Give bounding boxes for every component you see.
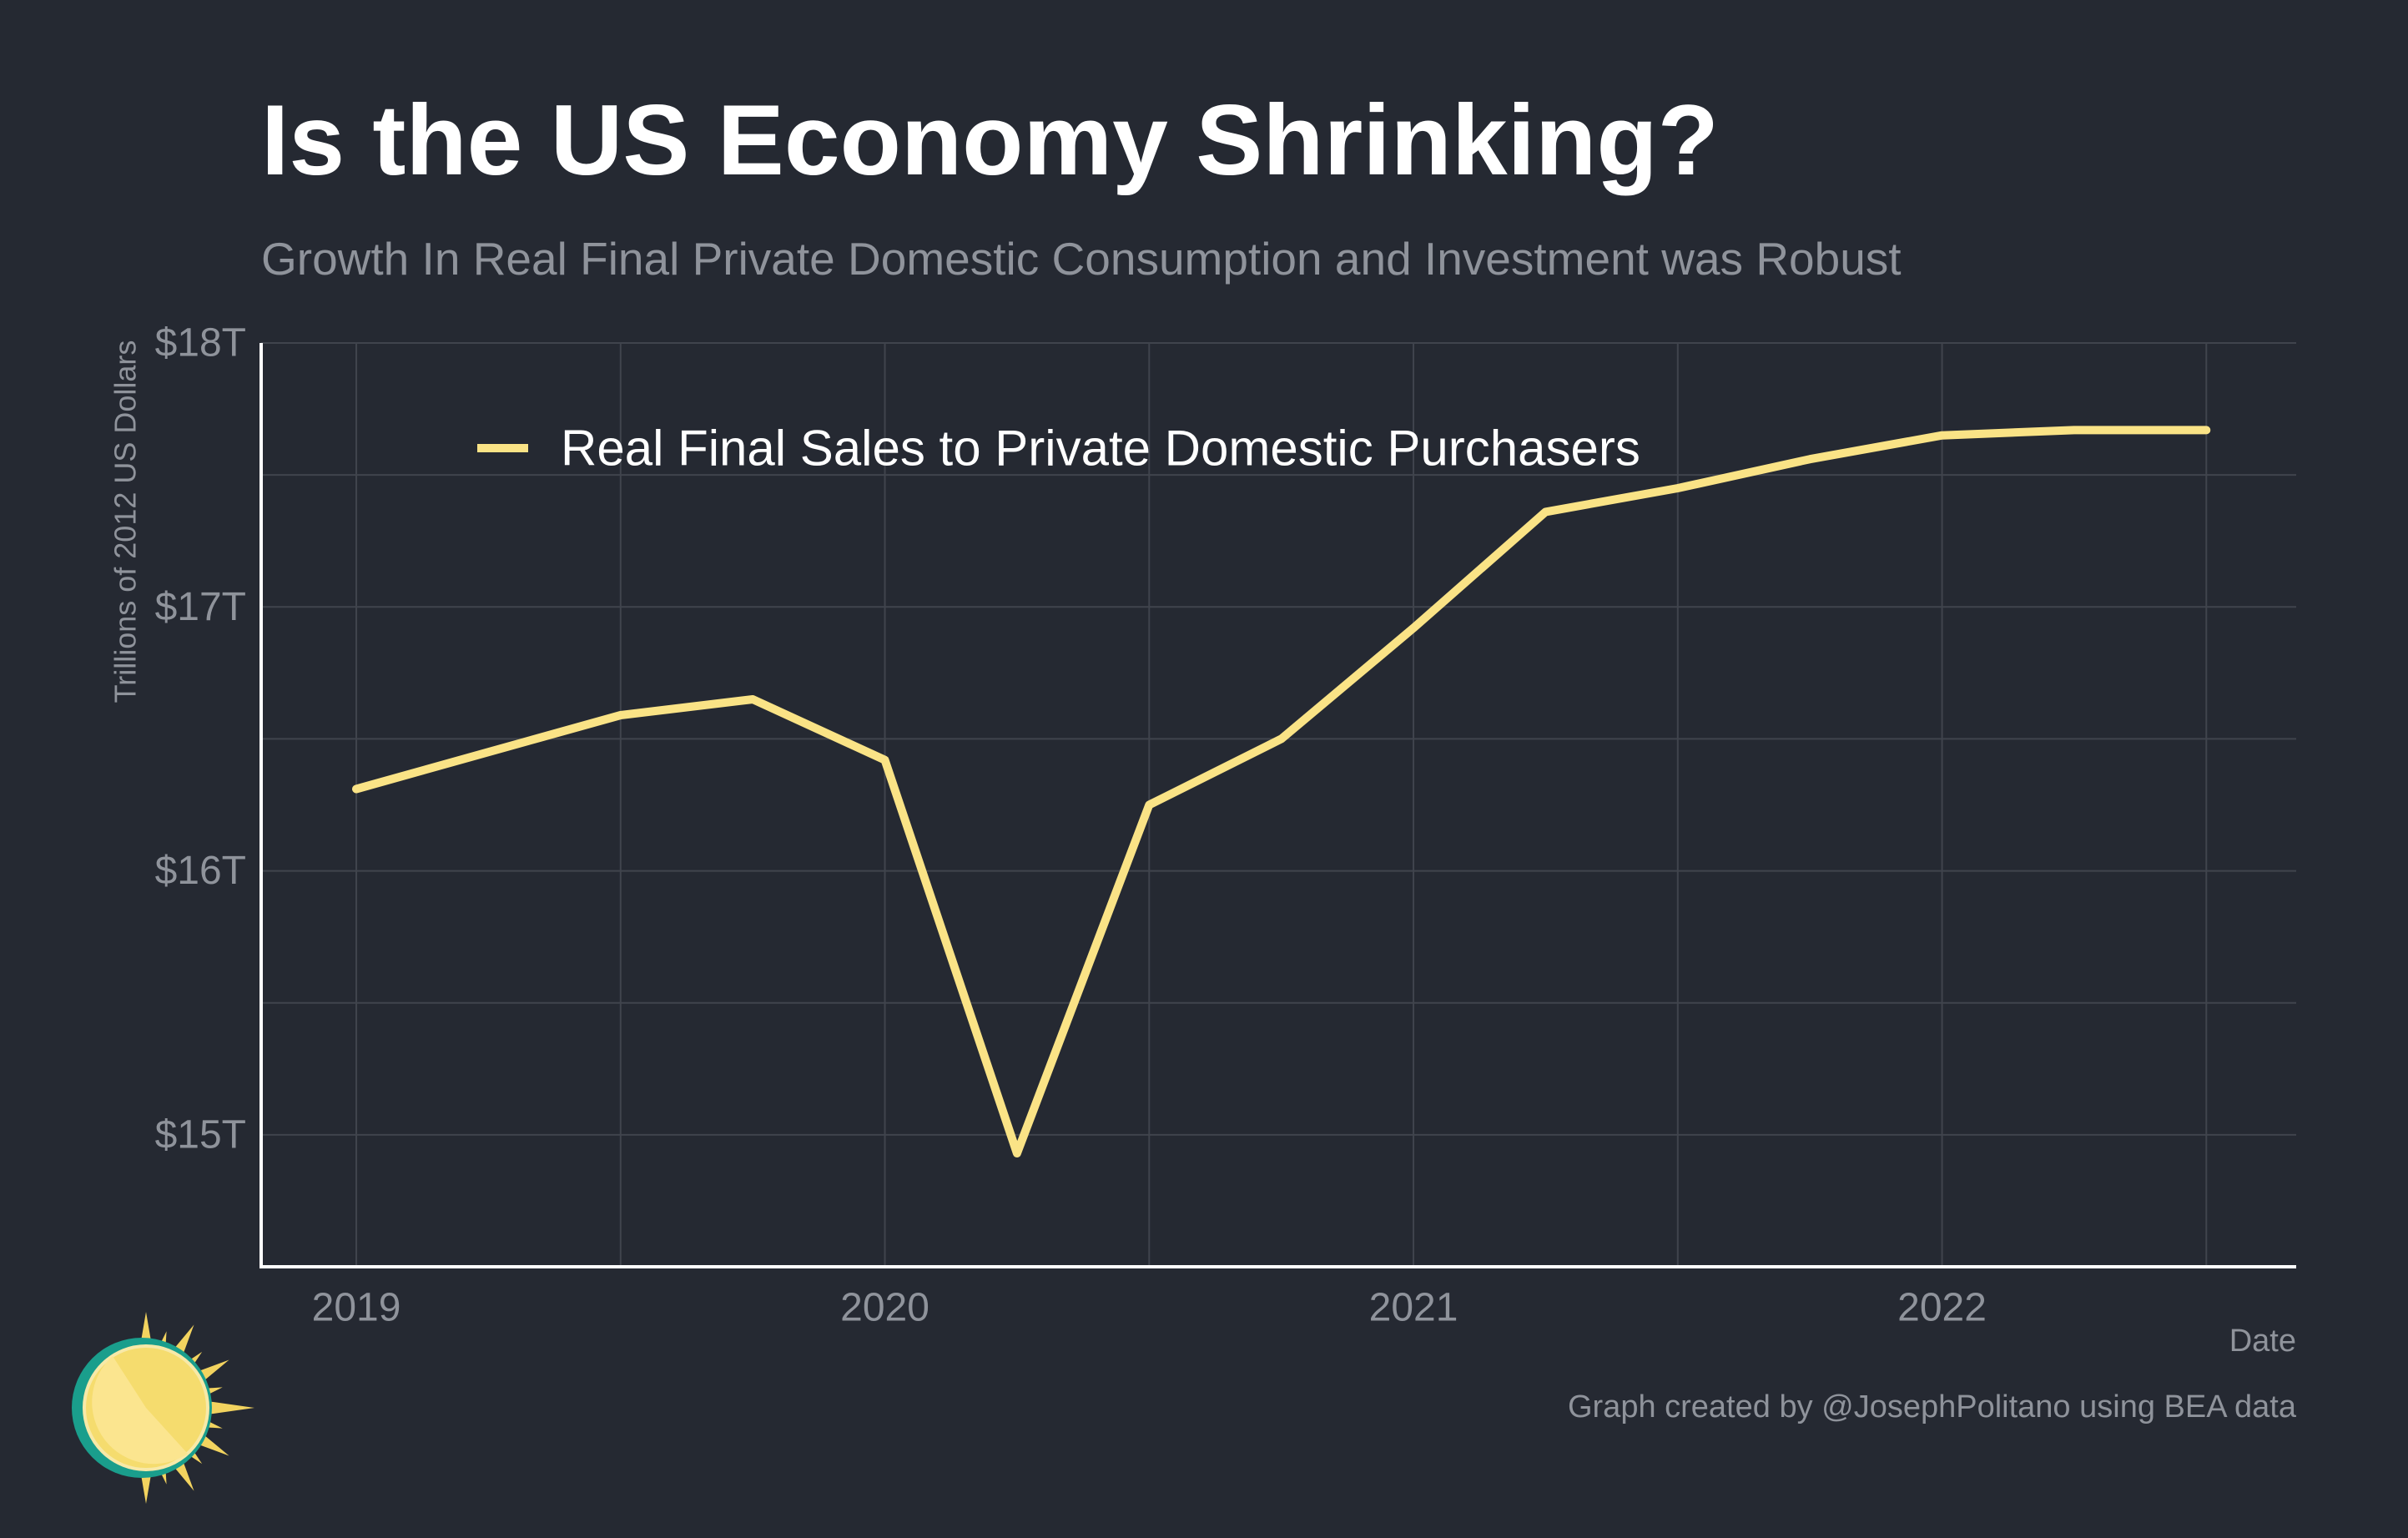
chart-title: Is the US Economy Shrinking? (261, 84, 1719, 196)
x-axis-title: Date (2229, 1324, 2296, 1359)
legend-label: Real Final Sales to Private Domestic Pur… (561, 421, 1640, 477)
sun-logo-icon (72, 1312, 254, 1504)
y-tick-label: $15T (155, 1112, 246, 1157)
x-tick-label: 2020 (840, 1286, 929, 1330)
x-tick-label: 2022 (1897, 1286, 1987, 1330)
x-tick-label: 2021 (1369, 1286, 1458, 1330)
y-tick-label: $17T (155, 585, 246, 629)
y-axis-title: Trillions of 2012 US Dollars (108, 340, 143, 703)
x-tick-label: 2019 (312, 1286, 401, 1330)
y-tick-label: $16T (155, 849, 246, 893)
chart-subtitle: Growth In Real Final Private Domestic Co… (261, 233, 1902, 285)
series-line (352, 426, 2211, 1157)
y-tick-label: $18T (155, 321, 246, 366)
source-credit: Graph created by @JosephPolitano using B… (1567, 1389, 2296, 1425)
